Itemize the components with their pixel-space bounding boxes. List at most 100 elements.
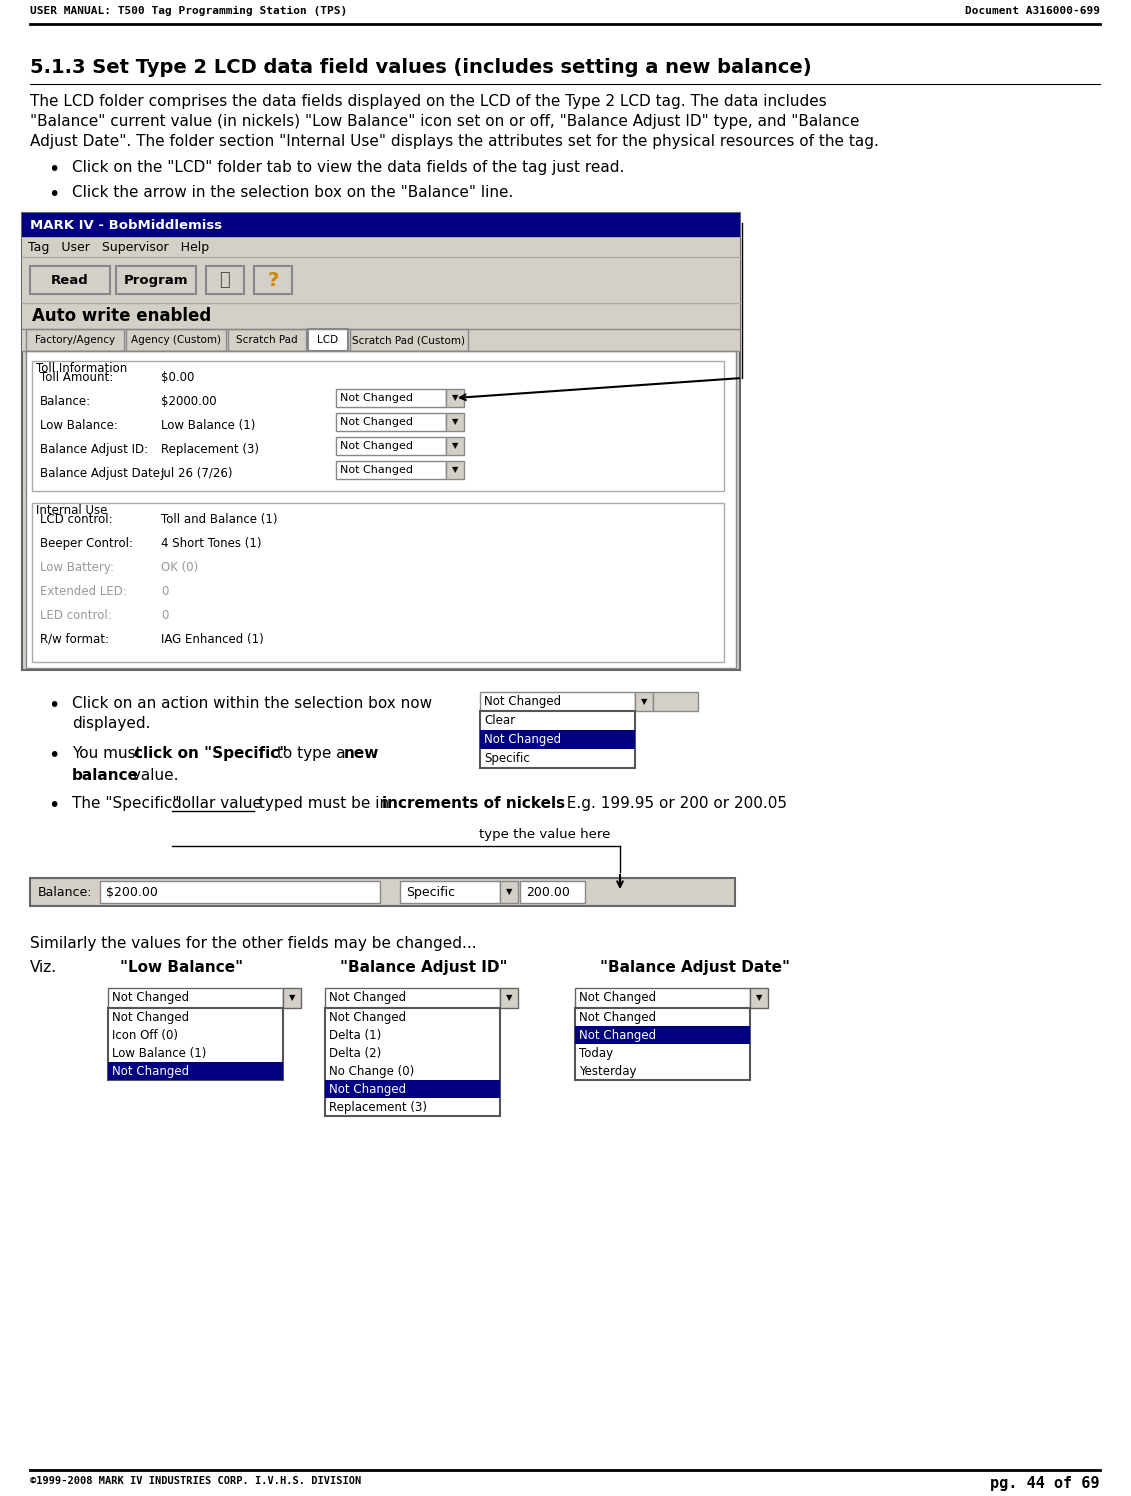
Text: Not Changed: Not Changed <box>329 1083 406 1095</box>
Bar <box>26 352 736 669</box>
Text: Jul 26 (7/26): Jul 26 (7/26) <box>161 467 233 480</box>
Bar <box>31 878 735 907</box>
Text: The LCD folder comprises the data fields displayed on the LCD of the Type 2 LCD : The LCD folder comprises the data fields… <box>31 94 827 109</box>
Bar <box>750 987 768 1008</box>
Text: "Balance Adjust ID": "Balance Adjust ID" <box>340 960 508 975</box>
Text: ▼: ▼ <box>641 697 647 706</box>
Text: displayed.: displayed. <box>72 717 150 732</box>
Text: OK (0): OK (0) <box>161 561 198 573</box>
Text: Replacement (3): Replacement (3) <box>161 443 259 455</box>
Bar <box>500 881 518 904</box>
Text: Auto write enabled: Auto write enabled <box>32 307 211 325</box>
Text: USER MANUAL: T500 Tag Programming Station (TPS): USER MANUAL: T500 Tag Programming Statio… <box>31 6 347 16</box>
Text: Agency (Custom): Agency (Custom) <box>131 335 221 346</box>
Bar <box>325 1008 500 1116</box>
Text: ?: ? <box>267 271 278 290</box>
Bar <box>500 987 518 1008</box>
Bar <box>228 329 307 352</box>
Bar <box>446 461 464 479</box>
Bar <box>325 1080 500 1098</box>
Text: •: • <box>48 160 59 180</box>
Bar <box>325 987 500 1008</box>
Text: Read: Read <box>51 274 89 287</box>
Bar <box>336 437 446 455</box>
Text: Not Changed: Not Changed <box>340 465 413 476</box>
Text: ▼: ▼ <box>506 887 512 896</box>
Text: Balance Adjust ID:: Balance Adjust ID: <box>40 443 148 455</box>
Bar <box>480 711 634 767</box>
Text: typed must be in: typed must be in <box>254 796 394 811</box>
Bar <box>254 266 292 295</box>
Bar <box>21 212 740 236</box>
Bar <box>308 329 348 352</box>
Text: Click on the "LCD" folder tab to view the data fields of the tag just read.: Click on the "LCD" folder tab to view th… <box>72 160 624 175</box>
Text: Scratch Pad (Custom): Scratch Pad (Custom) <box>353 335 466 346</box>
Text: Balance:: Balance: <box>38 886 93 899</box>
Text: value.: value. <box>127 767 179 782</box>
Text: •: • <box>48 696 59 715</box>
Text: 0: 0 <box>161 609 169 621</box>
Text: Viz.: Viz. <box>31 960 58 975</box>
Text: Not Changed: Not Changed <box>329 992 406 1004</box>
Text: LED control:: LED control: <box>40 609 112 621</box>
Bar <box>32 361 724 491</box>
Text: Icon Off (0): Icon Off (0) <box>112 1029 178 1041</box>
Text: Yesterday: Yesterday <box>579 1065 637 1077</box>
Text: Not Changed: Not Changed <box>340 417 413 426</box>
Text: Not Changed: Not Changed <box>112 1065 189 1077</box>
Bar <box>32 881 94 904</box>
Text: ▼: ▼ <box>506 993 512 1002</box>
Text: Not Changed: Not Changed <box>484 696 561 708</box>
Text: Low Balance:: Low Balance: <box>40 419 118 431</box>
Text: Click on an action within the selection box now: Click on an action within the selection … <box>72 696 432 711</box>
Text: ▼: ▼ <box>451 417 458 426</box>
Text: click on "Specific": click on "Specific" <box>133 747 287 761</box>
Bar <box>21 304 740 329</box>
Bar <box>21 236 740 257</box>
Bar <box>575 1026 750 1044</box>
Text: ⎙: ⎙ <box>219 271 231 289</box>
Text: $2000.00: $2000.00 <box>161 395 217 407</box>
Text: MARK IV - BobMiddlemiss: MARK IV - BobMiddlemiss <box>31 218 222 232</box>
Bar <box>126 329 226 352</box>
Bar <box>107 1008 283 1080</box>
Text: Not Changed: Not Changed <box>340 393 413 402</box>
Bar <box>116 266 196 295</box>
Text: Not Changed: Not Changed <box>579 1010 656 1023</box>
Text: R/w format:: R/w format: <box>40 633 109 645</box>
Text: •: • <box>48 796 59 815</box>
Bar <box>634 693 653 711</box>
Text: Balance Adjust Date:: Balance Adjust Date: <box>40 467 164 480</box>
Text: Replacement (3): Replacement (3) <box>329 1101 428 1113</box>
Text: Scratch Pad: Scratch Pad <box>236 335 297 346</box>
Text: Low Balance (1): Low Balance (1) <box>161 419 256 431</box>
Text: Tag   User   Supervisor   Help: Tag User Supervisor Help <box>28 241 209 253</box>
Text: Not Changed: Not Changed <box>579 1029 656 1041</box>
Bar <box>32 503 724 663</box>
Text: "Low Balance": "Low Balance" <box>120 960 243 975</box>
Text: 5.1.3 Set Type 2 LCD data field values (includes setting a new balance): 5.1.3 Set Type 2 LCD data field values (… <box>31 58 812 76</box>
Bar <box>26 329 124 352</box>
Text: Internal Use: Internal Use <box>36 504 107 516</box>
Text: Delta (2): Delta (2) <box>329 1047 381 1059</box>
Bar <box>21 212 740 670</box>
Text: Factory/Agency: Factory/Agency <box>35 335 115 346</box>
Bar <box>575 1008 750 1080</box>
Text: Not Changed: Not Changed <box>112 1010 189 1023</box>
Text: $200.00: $200.00 <box>106 886 158 899</box>
Text: Not Changed: Not Changed <box>329 1010 406 1023</box>
Text: Toll and Balance (1): Toll and Balance (1) <box>161 513 277 525</box>
Bar <box>206 266 244 295</box>
Text: 0: 0 <box>161 585 169 597</box>
Text: Document A316000-699: Document A316000-699 <box>965 6 1100 16</box>
Bar <box>400 881 500 904</box>
Text: •: • <box>48 747 59 764</box>
Bar <box>107 987 283 1008</box>
Text: Specific: Specific <box>406 886 455 899</box>
Bar <box>21 329 740 352</box>
Text: Not Changed: Not Changed <box>484 733 561 747</box>
Text: Program: Program <box>123 274 188 287</box>
Text: LCD: LCD <box>318 335 338 346</box>
Bar <box>349 329 468 352</box>
Text: new: new <box>344 747 379 761</box>
